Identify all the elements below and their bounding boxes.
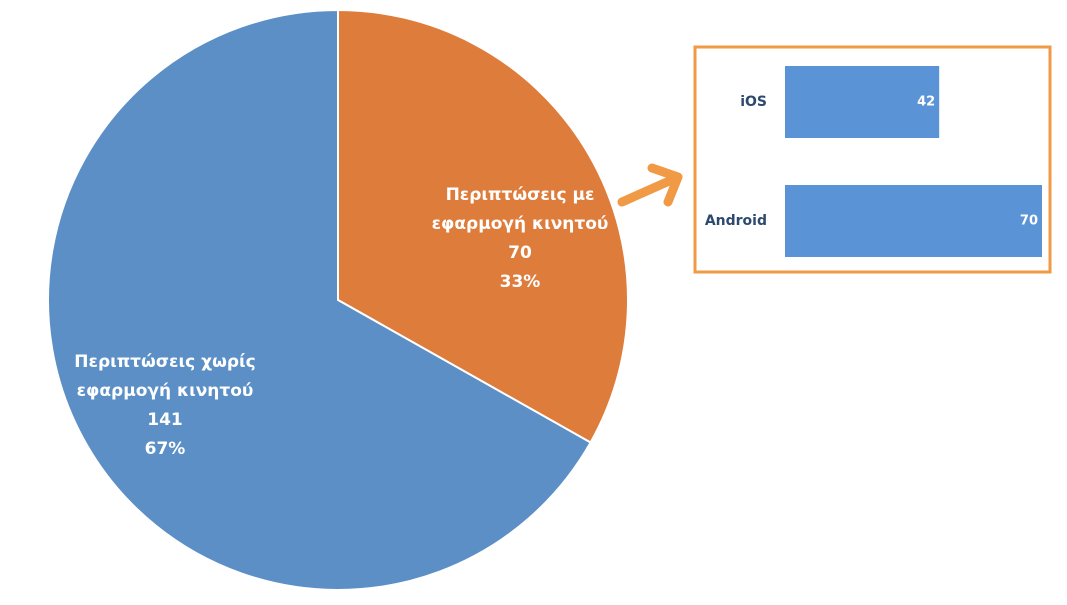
y-tick-label: iOS xyxy=(740,94,767,110)
slice-value: 141 xyxy=(147,410,183,430)
slice-percent: 33% xyxy=(500,272,541,292)
arrow xyxy=(617,163,683,207)
pie-slice xyxy=(47,8,592,591)
value-label: 70 xyxy=(1020,214,1038,229)
pie-slice xyxy=(337,8,629,444)
inset-frame xyxy=(693,45,1052,274)
y-tick-label: Android xyxy=(705,213,767,229)
slice-label: Περιπτώσεις χωρίς εφαρμογή κινητού xyxy=(74,352,256,401)
bar xyxy=(785,66,940,138)
slice-value: 70 xyxy=(508,243,532,263)
slice-label: Περιπτώσεις με εφαρμογή κινητού xyxy=(432,185,609,234)
slice-percent: 67% xyxy=(145,439,186,459)
bar xyxy=(785,185,1042,257)
value-label: 42 xyxy=(917,95,935,110)
